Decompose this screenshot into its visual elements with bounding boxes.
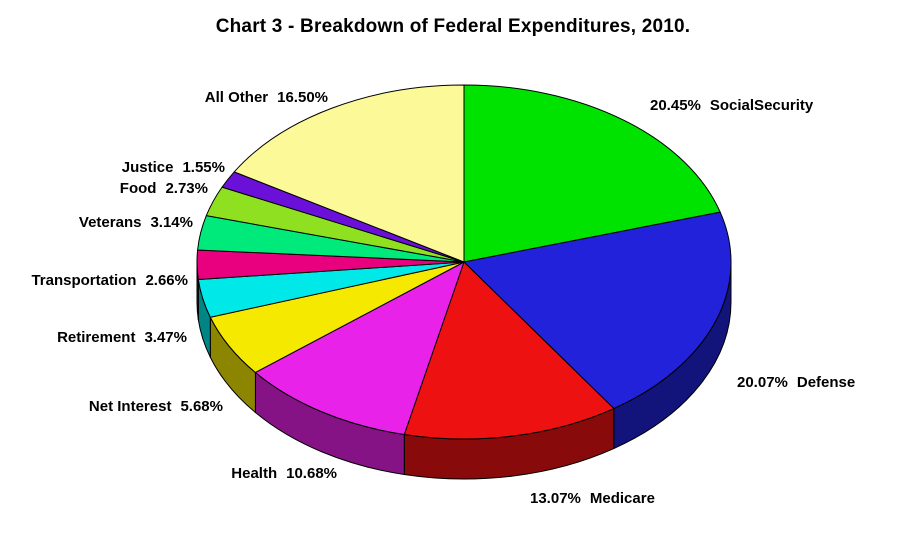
pie-label-retirement: Retirement 3.47%	[57, 329, 187, 346]
pie-slice-defense	[463, 211, 732, 410]
pie-label-veterans: Veterans 3.14%	[79, 214, 193, 231]
chart-title: Chart 3 - Breakdown of Federal Expenditu…	[215, 16, 691, 37]
pie-label-defense: 20.07% Defense	[737, 374, 855, 391]
pie-label-justice: Justice 1.55%	[122, 159, 225, 176]
pie-slice-all-other	[233, 84, 465, 263]
pie-label-medicare: 13.07% Medicare	[530, 490, 655, 507]
pie-label-transportation: Transportation 2.66%	[31, 272, 188, 289]
pie-label-food: Food 2.73%	[120, 180, 208, 197]
pie-label-socialsecurity: 20.45% SocialSecurity	[650, 97, 814, 114]
pie-slice-medicare	[403, 261, 615, 440]
pie-labels-layer: 20.45% SocialSecurity 20.07% Defense 13.07% M…	[31, 89, 855, 507]
pie-wedges-layer	[196, 84, 732, 440]
pie-slice-health	[254, 261, 465, 436]
pie-label-health: Health 10.68%	[231, 465, 337, 482]
pie-label-net-interest: Net Interest 5.68%	[89, 398, 223, 415]
pie-slice-socialsecurity	[463, 84, 721, 263]
pie-label-all-other: All Other 16.50%	[205, 89, 328, 106]
